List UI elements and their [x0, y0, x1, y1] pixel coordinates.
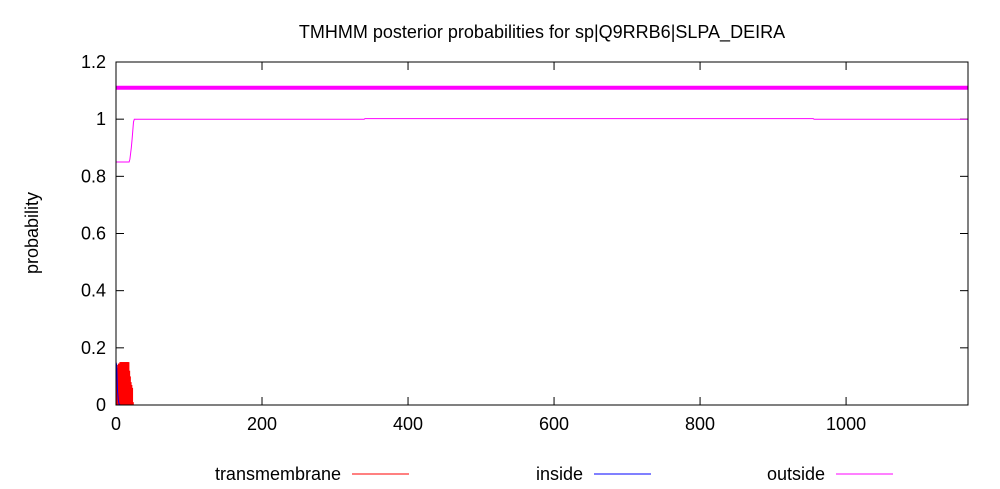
series-line-outside	[116, 118, 968, 163]
y-tick-label: 1	[96, 109, 106, 129]
x-tick-label: 800	[685, 414, 715, 434]
legend-label-outside: outside	[767, 464, 825, 484]
chart-title: TMHMM posterior probabilities for sp|Q9R…	[299, 22, 785, 43]
y-tick-label: 0.8	[81, 166, 106, 186]
plot-frame	[115, 61, 969, 406]
tick-labels: 0 0.2 0.4 0.6 0.8 1 1.2 0 200 400 600 800 1000	[81, 52, 866, 434]
legend: transmembrane inside outside	[215, 464, 893, 484]
x-tick-label: 200	[247, 414, 277, 434]
y-axis-label: probability	[22, 192, 42, 274]
legend-label-inside: inside	[536, 464, 583, 484]
y-tick-label: 0.6	[81, 224, 106, 244]
y-tick-label: 0	[96, 395, 106, 415]
y-tick-label: 1.2	[81, 52, 106, 72]
y-tick-label: 0.4	[81, 281, 106, 301]
x-tick-label: 600	[539, 414, 569, 434]
legend-label-transmembrane: transmembrane	[215, 464, 341, 484]
plot-area	[115, 85, 968, 406]
x-tick-label: 0	[111, 414, 121, 434]
x-tick-label: 1000	[826, 414, 866, 434]
series-line-inside	[115, 361, 968, 406]
y-tick-label: 0.2	[81, 338, 106, 358]
x-tick-label: 400	[393, 414, 423, 434]
series-transmembrane	[115, 362, 134, 405]
axis-ticks	[115, 61, 968, 406]
